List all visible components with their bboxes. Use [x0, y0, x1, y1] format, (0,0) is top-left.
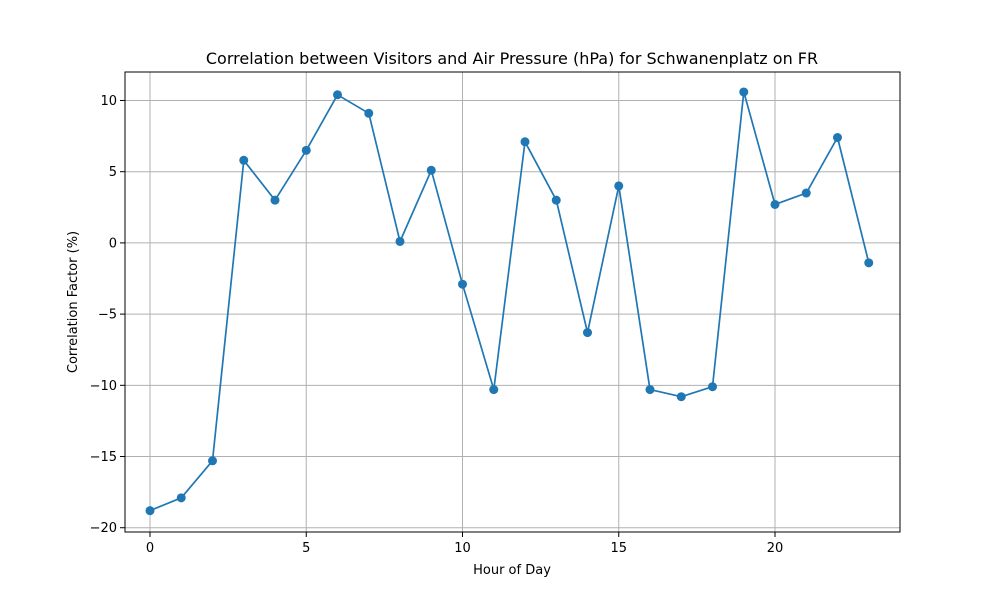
x-tick-label: 20 [767, 541, 784, 556]
data-point [864, 258, 874, 268]
x-tick-label: 0 [146, 541, 154, 556]
data-point [489, 385, 499, 395]
x-axis-label: Hour of Day [473, 563, 551, 578]
data-point [333, 90, 342, 100]
plot-area-frame [124, 71, 901, 533]
data-point [739, 87, 749, 97]
data-point [208, 456, 217, 466]
data-point [801, 188, 811, 198]
series-line-layer [149, 91, 870, 512]
data-point [270, 195, 280, 205]
data-point [708, 382, 717, 392]
data-point [364, 108, 374, 118]
x-tick-label: 5 [302, 541, 310, 556]
data-point [145, 506, 155, 516]
data-point [520, 137, 530, 147]
data-point [301, 145, 311, 155]
data-point [614, 181, 624, 191]
data-point [645, 385, 655, 395]
chart-title: Correlation between Visitors and Air Pre… [206, 49, 818, 68]
y-tick-label: 5 [109, 165, 117, 180]
data-point [833, 133, 842, 143]
series-line [149, 91, 870, 512]
y-tick-label: −5 [98, 308, 117, 323]
data-point [676, 392, 686, 402]
y-tick-label: −20 [90, 521, 117, 536]
data-point [426, 165, 436, 175]
y-tick-label: 10 [100, 94, 117, 109]
data-point [458, 279, 467, 289]
x-tick-label: 10 [454, 541, 471, 556]
grid-lines [125, 72, 900, 532]
y-tick-label: 0 [109, 236, 117, 251]
x-tick-label: 15 [610, 541, 627, 556]
data-point [239, 155, 249, 165]
y-tick-label: −10 [90, 379, 117, 394]
data-point [770, 199, 780, 209]
y-axis-ticks: −20 −15 −10 −5 0 5 10 [90, 94, 125, 536]
data-point [583, 328, 592, 338]
x-axis-ticks: 0 5 10 15 20 [146, 532, 783, 556]
data-point [551, 195, 561, 205]
data-point [395, 236, 405, 246]
data-point [176, 493, 186, 503]
y-tick-label: −15 [90, 450, 117, 465]
data-points [145, 87, 874, 516]
y-axis-label: Correlation Factor (%) [66, 231, 81, 373]
